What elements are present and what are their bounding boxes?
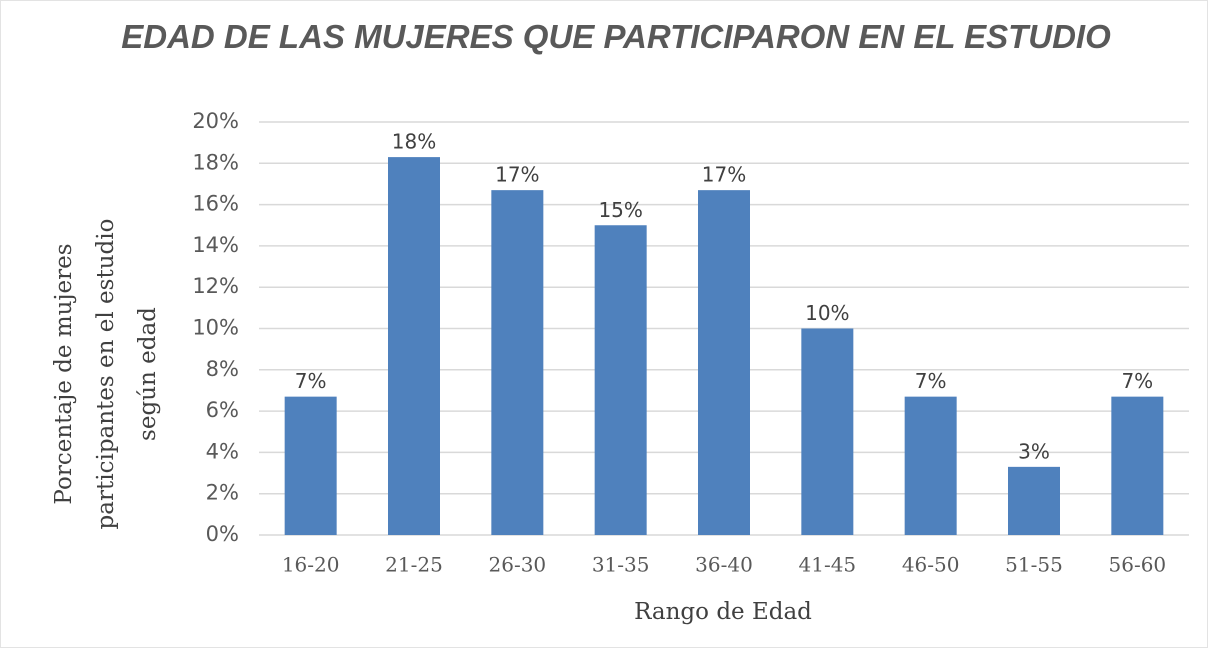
chart-title: EDAD DE LAS MUJERES QUE PARTICIPARON EN … [121,18,1111,55]
bar [594,225,647,535]
bar [801,328,854,535]
bar [284,396,337,535]
y-tick-label: 20% [192,109,239,133]
y-tick-label: 8% [206,357,239,381]
bar [388,157,440,536]
x-tick-label: 31-35 [592,553,650,577]
x-tick-label: 56-60 [1109,553,1167,577]
y-tick-label: 4% [206,439,239,463]
x-tick-label: 26-30 [489,553,547,577]
y-tick-label: 16% [192,192,239,216]
x-tick-label: 16-20 [282,553,340,577]
y-tick-label: 10% [192,316,239,340]
y-tick-label: 18% [192,150,239,174]
data-label: 7% [295,369,327,393]
data-label: 7% [915,369,947,393]
data-label: 3% [1018,439,1050,463]
data-label: 17% [495,163,539,187]
x-tick-label: 36-40 [695,553,753,577]
data-label: 7% [1121,369,1153,393]
y-axis-label: Porcentaje de mujeres participantes en e… [51,218,161,530]
x-tick-label: 46-50 [902,553,960,577]
data-label: 15% [598,198,642,222]
y-tick-label: 12% [192,274,239,298]
bar [491,190,544,535]
x-tick-label: 21-25 [385,553,443,577]
bar [904,396,957,535]
bar [698,190,750,535]
x-axis-label: Rango de Edad [634,599,812,625]
y-tick-label: 2% [206,481,239,505]
data-label: 10% [805,301,849,325]
x-tick-label: 51-55 [1005,553,1063,577]
y-tick-label: 6% [206,398,239,422]
x-tick-label: 41-45 [799,553,857,577]
bar [1008,466,1060,535]
bar [1111,396,1164,535]
data-label: 18% [392,130,436,154]
y-tick-label: 0% [206,522,239,546]
y-tick-label: 14% [192,233,239,257]
data-label: 17% [702,163,746,187]
